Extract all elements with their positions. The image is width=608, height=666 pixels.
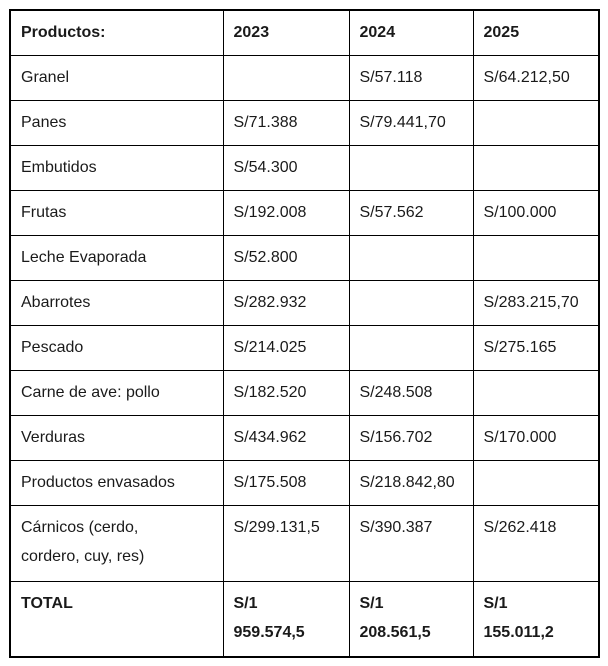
value-cell-2024: S/57.562	[348, 189, 474, 236]
value-cell-2024: S/156.702	[348, 414, 474, 461]
product-name-cell: Granel	[9, 54, 224, 101]
value-cell-2023: S/54.300	[222, 144, 350, 191]
value-cell-2025	[472, 99, 600, 146]
value-cell-2023: S/71.388	[222, 99, 350, 146]
value-cell-2024: S/79.441,70	[348, 99, 474, 146]
table-body: Granel S/57.118 S/64.212,50 Panes S/71.388 S/…	[9, 54, 600, 658]
table-header: Productos: 2023 2024 2025	[9, 9, 600, 56]
product-name-cell: Verduras	[9, 414, 224, 461]
products-table: Productos: 2023 2024 2025 Granel S/57.118…	[9, 9, 600, 658]
value-cell-2024: S/1 208.561,5	[348, 580, 474, 658]
value-cell-2025	[472, 234, 600, 281]
column-header-2024: 2024	[348, 9, 474, 56]
table-row: Frutas S/192.008 S/57.562 S/100.000	[9, 189, 600, 236]
table-row: Verduras S/434.962 S/156.702 S/170.000	[9, 414, 600, 461]
product-name-cell: Panes	[9, 99, 224, 146]
value-cell-2025: S/64.212,50	[472, 54, 600, 101]
product-name-cell: Leche Evaporada	[9, 234, 224, 281]
value-cell-2025	[472, 459, 600, 506]
value-cell-2023: S/192.008	[222, 189, 350, 236]
table-row: Carne de ave: pollo S/182.520 S/248.508	[9, 369, 600, 416]
value-cell-2025: S/100.000	[472, 189, 600, 236]
value-cell-2024: S/57.118	[348, 54, 474, 101]
column-header-2025: 2025	[472, 9, 600, 56]
product-name-cell: Frutas	[9, 189, 224, 236]
value-cell-2024	[348, 324, 474, 371]
product-name-cell: Pescado	[9, 324, 224, 371]
value-cell-2023: S/299.131,5	[222, 504, 350, 582]
value-cell-2023	[222, 54, 350, 101]
value-cell-2025: S/170.000	[472, 414, 600, 461]
column-header-productos: Productos:	[9, 9, 224, 56]
header-row: Productos: 2023 2024 2025	[9, 9, 600, 56]
value-cell-2023: S/434.962	[222, 414, 350, 461]
table-row: Granel S/57.118 S/64.212,50	[9, 54, 600, 101]
table-row: Embutidos S/54.300	[9, 144, 600, 191]
table-row: Pescado S/214.025 S/275.165	[9, 324, 600, 371]
product-name-cell: Embutidos	[9, 144, 224, 191]
value-cell-2023: S/214.025	[222, 324, 350, 371]
product-name-cell: Abarrotes	[9, 279, 224, 326]
column-header-2023: 2023	[222, 9, 350, 56]
table-row: Panes S/71.388 S/79.441,70	[9, 99, 600, 146]
value-cell-2025	[472, 369, 600, 416]
value-cell-2025	[472, 144, 600, 191]
value-cell-2023: S/175.508	[222, 459, 350, 506]
value-cell-2023: S/182.520	[222, 369, 350, 416]
total-row: TOTAL S/1 959.574,5 S/1 208.561,5 S/1 155.0…	[9, 580, 600, 658]
product-name-cell: Carne de ave: pollo	[9, 369, 224, 416]
value-cell-2023: S/282.932	[222, 279, 350, 326]
table-row: Leche Evaporada S/52.800	[9, 234, 600, 281]
value-cell-2024: S/248.508	[348, 369, 474, 416]
product-name-cell: Productos envasados	[9, 459, 224, 506]
value-cell-2024: S/390.387	[348, 504, 474, 582]
value-cell-2023: S/1 959.574,5	[222, 580, 350, 658]
value-cell-2025: S/1 155.011,2	[472, 580, 600, 658]
product-name-cell: TOTAL	[9, 580, 224, 658]
value-cell-2025: S/283.215,70	[472, 279, 600, 326]
table-row: Cárnicos (cerdo, cordero, cuy, res) S/299…	[9, 504, 600, 582]
value-cell-2025: S/275.165	[472, 324, 600, 371]
value-cell-2024	[348, 234, 474, 281]
product-name-cell: Cárnicos (cerdo, cordero, cuy, res)	[9, 504, 224, 582]
value-cell-2024: S/218.842,80	[348, 459, 474, 506]
value-cell-2024	[348, 279, 474, 326]
value-cell-2025: S/262.418	[472, 504, 600, 582]
table-row: Abarrotes S/282.932 S/283.215,70	[9, 279, 600, 326]
value-cell-2024	[348, 144, 474, 191]
table-row: Productos envasados S/175.508 S/218.842,80	[9, 459, 600, 506]
value-cell-2023: S/52.800	[222, 234, 350, 281]
